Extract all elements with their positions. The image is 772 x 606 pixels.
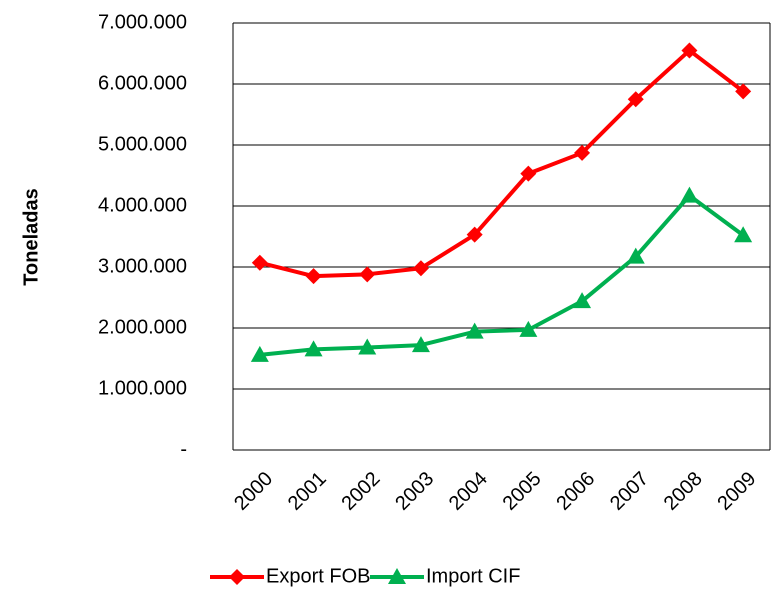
marker — [626, 247, 645, 264]
y-tick-label: 6.000.000 — [98, 72, 187, 94]
marker — [681, 42, 698, 59]
marker — [466, 226, 483, 243]
marker — [573, 292, 592, 309]
marker — [519, 320, 538, 337]
legend-item: Import CIF — [370, 565, 520, 587]
series-line — [259, 48, 745, 279]
series-line — [259, 193, 745, 357]
marker — [412, 260, 429, 277]
marker — [520, 165, 537, 182]
marker — [358, 338, 377, 355]
marker — [465, 322, 484, 339]
x-tick-label: 2007 — [606, 468, 653, 515]
x-tick-label: 2009 — [713, 468, 760, 515]
legend-label: Import CIF — [426, 565, 520, 587]
x-tick-label: 2005 — [499, 468, 546, 515]
x-tick-label: 2003 — [391, 468, 438, 515]
marker — [250, 345, 269, 362]
marker — [734, 226, 753, 243]
marker — [411, 336, 430, 353]
legend-label: Export FOB — [266, 565, 370, 587]
y-tick-label: 5.000.000 — [98, 133, 187, 155]
x-tick-label: 2008 — [660, 468, 707, 515]
legend-marker — [229, 569, 245, 585]
legend-marker — [388, 568, 406, 584]
marker — [627, 91, 644, 108]
y-tick-label: 2.000.000 — [98, 316, 187, 338]
y-axis-label: Toneladas — [20, 188, 42, 285]
x-tick-label: 2006 — [552, 468, 599, 515]
x-tick-label: 2000 — [230, 468, 277, 515]
y-tick-label: 4.000.000 — [98, 194, 187, 216]
y-tick-label: 7.000.000 — [98, 11, 187, 33]
marker — [680, 186, 699, 203]
x-tick-label: 2004 — [445, 468, 492, 515]
x-tick-label: 2002 — [337, 468, 384, 515]
marker — [251, 254, 268, 271]
y-tick-label: 3.000.000 — [98, 255, 187, 277]
marker — [574, 144, 591, 161]
y-tick-label: - — [180, 438, 187, 460]
marker — [359, 266, 376, 283]
y-tick-label: 1.000.000 — [98, 377, 187, 399]
marker — [735, 83, 752, 100]
marker — [304, 340, 323, 357]
marker — [305, 268, 322, 285]
x-tick-label: 2001 — [284, 468, 331, 515]
legend-item: Export FOB — [210, 565, 370, 587]
